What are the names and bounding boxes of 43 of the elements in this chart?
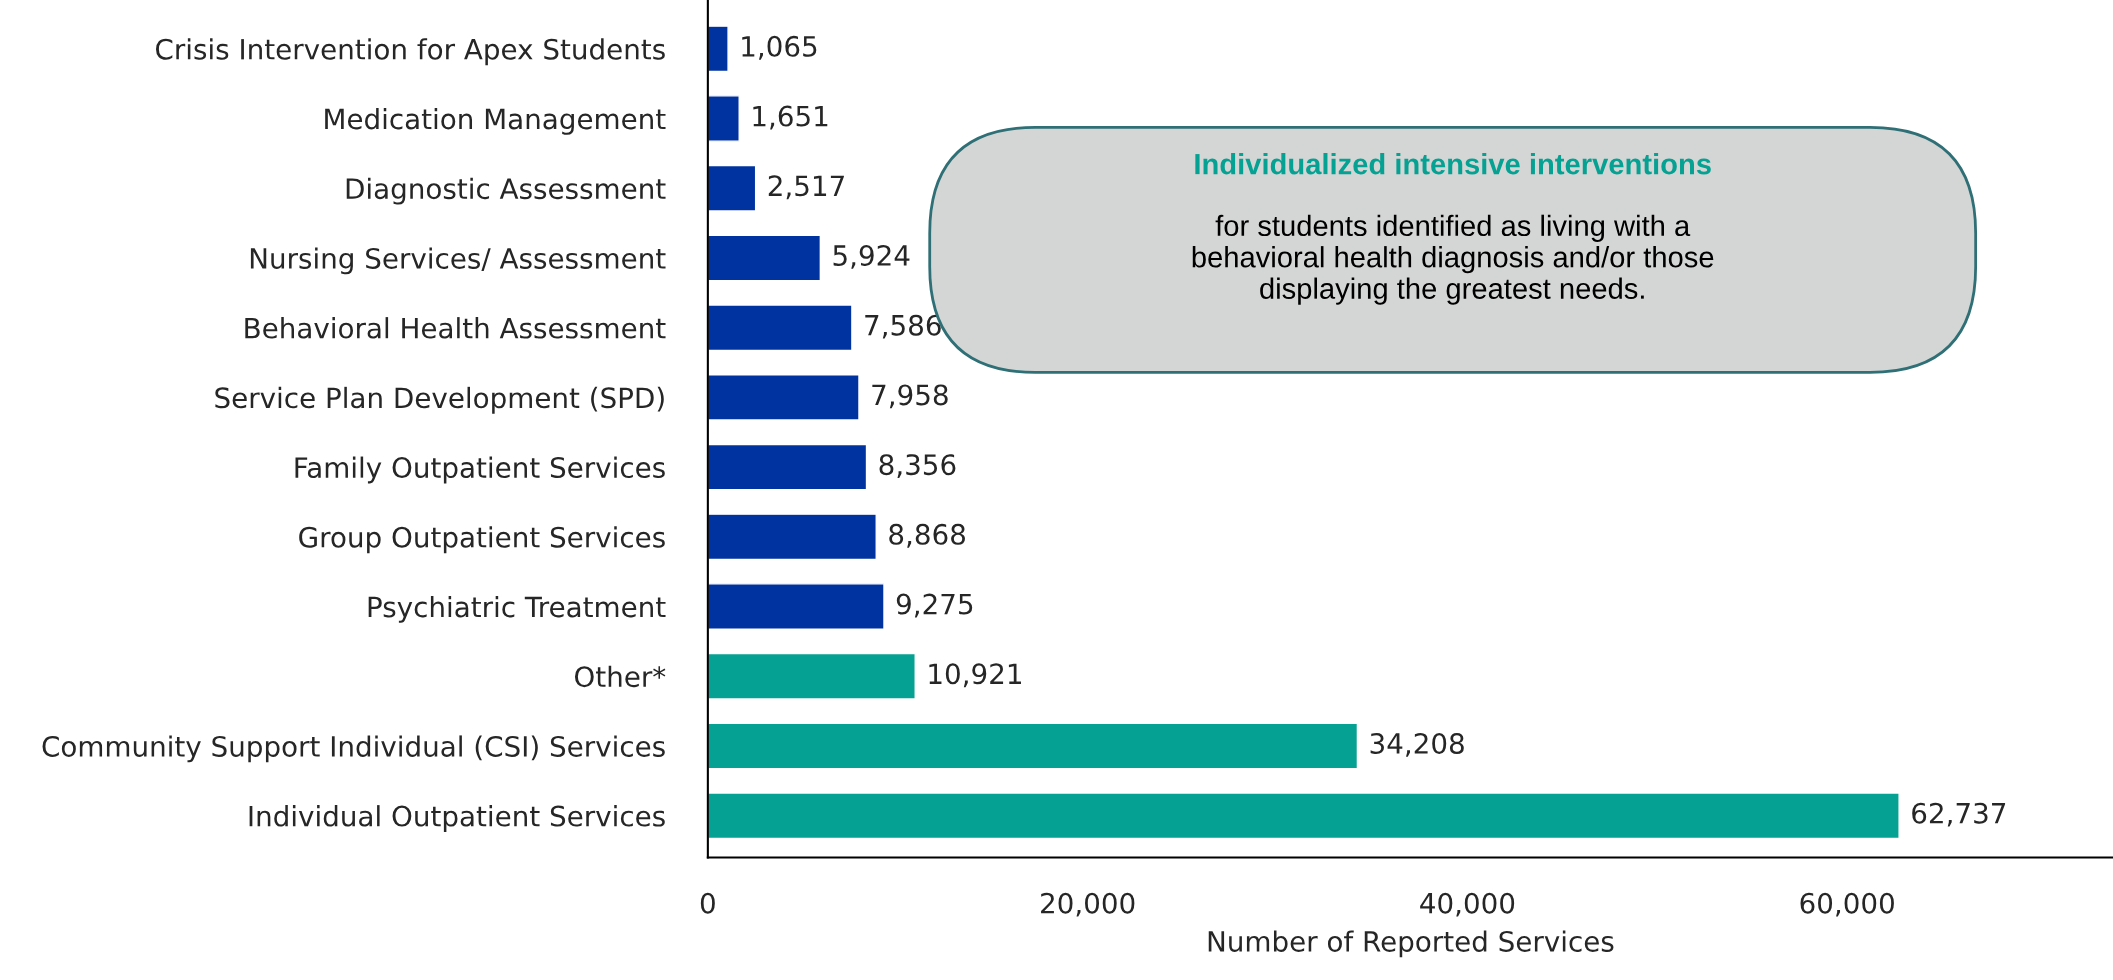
x-tick-label: 40,000 <box>1420 892 1515 917</box>
bar <box>707 95 740 142</box>
bar <box>707 652 916 700</box>
bar <box>707 25 729 73</box>
y-tick-label: Nursing Services/ Assessment <box>250 247 666 275</box>
y-tick-label: Diagnostic Assessment <box>346 177 666 205</box>
bar <box>707 443 868 491</box>
data-label: 9,275 <box>896 593 973 618</box>
data-label: 34,208 <box>1370 733 1464 757</box>
y-tick-label: Behavioral Health Assessment <box>245 317 666 339</box>
data-label: 7,958 <box>872 384 948 409</box>
x-tick-label: 0 <box>700 892 715 914</box>
y-tick-label: Family Outpatient Services <box>295 456 665 484</box>
data-label: 1,065 <box>742 35 817 60</box>
data-label: 62,737 <box>1912 802 2006 827</box>
x-tick-label: 20,000 <box>1041 892 1135 917</box>
y-tick-label: Group Outpatient Services <box>299 526 665 554</box>
data-label: 1,651 <box>753 105 828 130</box>
data-label: 5,924 <box>833 245 910 269</box>
data-label: 2,517 <box>768 175 844 200</box>
bar <box>707 513 877 561</box>
x-axis-title: Number of Reported Services <box>1208 930 1614 958</box>
data-label: 8,356 <box>879 454 956 478</box>
y-tick-label: Community Support Individual (CSI) Services <box>42 735 665 763</box>
bar <box>707 374 860 421</box>
y-tick-label: Psychiatric Treatment <box>368 595 666 623</box>
y-tick-label: Crisis Intervention for Apex Students <box>156 38 665 66</box>
annotation: Individualized intensive interventions <box>1195 153 1711 175</box>
bar <box>707 792 1900 840</box>
y-tick-label: Other* <box>574 665 666 688</box>
data-label: 10,921 <box>929 663 1021 688</box>
bar <box>707 234 822 282</box>
data-label: 8,868 <box>889 523 965 548</box>
bar <box>707 304 853 352</box>
bar <box>707 722 1359 770</box>
x-tick-label: 60,000 <box>1800 892 1894 917</box>
bar <box>707 583 885 630</box>
y-tick-label: Medication Management <box>325 107 666 135</box>
bar <box>707 164 757 212</box>
y-tick-label: Individual Outpatient Services <box>249 805 665 832</box>
data-label: 7,586 <box>865 314 941 339</box>
y-tick-label: Service Plan Development (SPD) <box>215 386 664 414</box>
annotation: for students identified as living with a behavioral health diagnosis and/or those displaying the greatest needs. <box>1192 214 1714 305</box>
